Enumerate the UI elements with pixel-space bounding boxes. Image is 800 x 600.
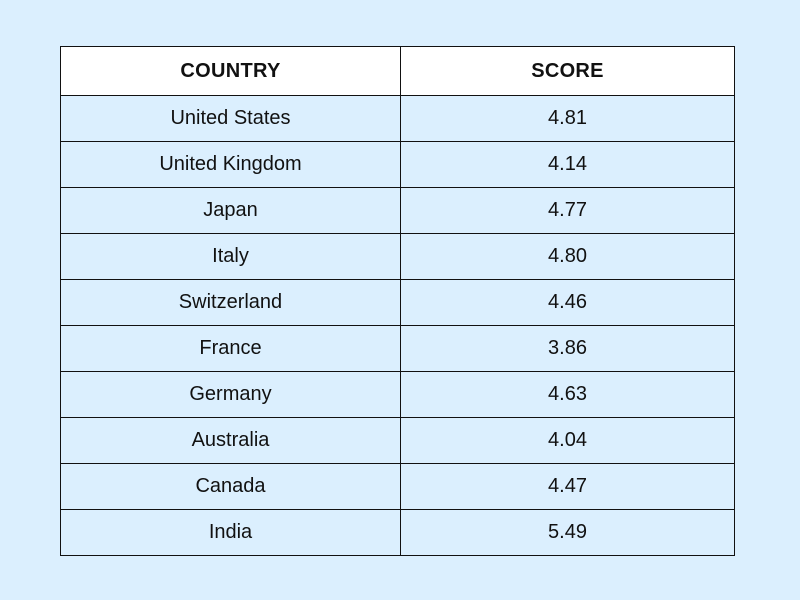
header-score: SCORE (400, 46, 735, 96)
score-cell: 5.49 (400, 509, 735, 556)
country-cell: Japan (60, 187, 401, 234)
score-cell: 3.86 (400, 325, 735, 372)
score-cell: 4.81 (400, 95, 735, 142)
score-cell: 4.04 (400, 417, 735, 464)
header-row: COUNTRY SCORE (60, 46, 735, 96)
country-cell: United Kingdom (60, 141, 401, 188)
table-row: United States 4.81 (60, 95, 735, 142)
score-cell: 4.63 (400, 371, 735, 418)
table-row: Germany 4.63 (60, 371, 735, 418)
country-cell: France (60, 325, 401, 372)
country-cell: Canada (60, 463, 401, 510)
country-cell: India (60, 509, 401, 556)
table-row: Switzerland 4.46 (60, 279, 735, 326)
table-row: India 5.49 (60, 509, 735, 556)
table-row: Canada 4.47 (60, 463, 735, 510)
score-cell: 4.46 (400, 279, 735, 326)
table-row: Japan 4.77 (60, 187, 735, 234)
table-body: United States 4.81 United Kingdom 4.14 J… (60, 95, 735, 556)
table-header: COUNTRY SCORE (60, 46, 735, 96)
score-table: COUNTRY SCORE United States 4.81 United … (60, 46, 735, 556)
table-row: France 3.86 (60, 325, 735, 372)
country-cell: United States (60, 95, 401, 142)
country-cell: Australia (60, 417, 401, 464)
table-row: Australia 4.04 (60, 417, 735, 464)
score-cell: 4.77 (400, 187, 735, 234)
table-row: United Kingdom 4.14 (60, 141, 735, 188)
score-cell: 4.47 (400, 463, 735, 510)
table-row: Italy 4.80 (60, 233, 735, 280)
header-country: COUNTRY (60, 46, 401, 96)
country-cell: Switzerland (60, 279, 401, 326)
score-cell: 4.14 (400, 141, 735, 188)
country-cell: Germany (60, 371, 401, 418)
score-cell: 4.80 (400, 233, 735, 280)
country-cell: Italy (60, 233, 401, 280)
